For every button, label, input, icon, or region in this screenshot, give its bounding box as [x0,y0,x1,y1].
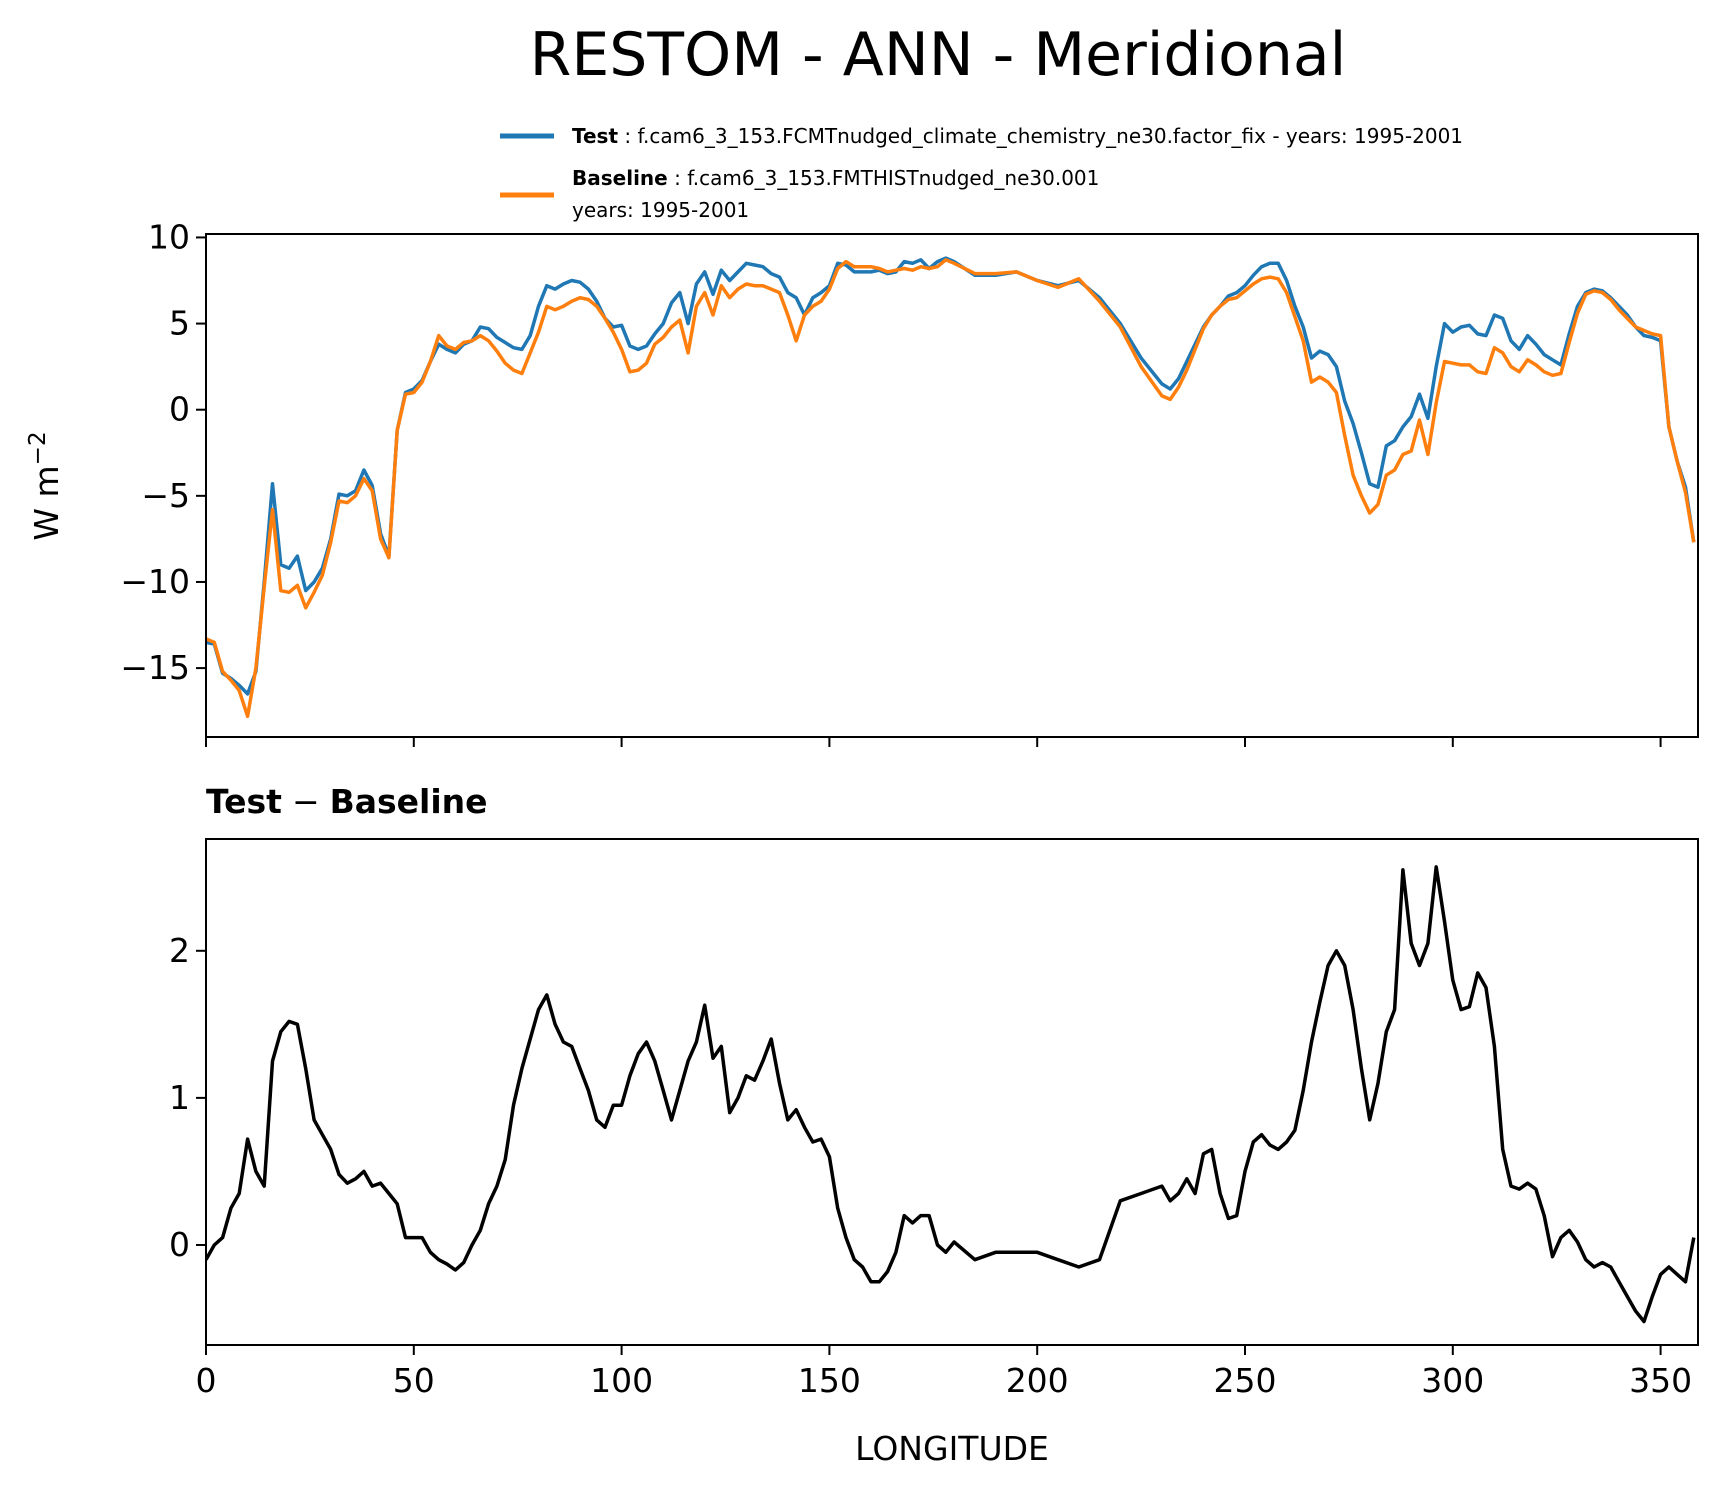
bottom-ytick-label: 2 [169,931,190,970]
legend-test-name: Test [572,124,618,148]
xtick-label: 350 [1629,1361,1692,1400]
top-ytick-label: −10 [120,562,190,601]
legend-test-text: f.cam6_3_153.FCMTnudged_climate_chemistr… [637,124,1463,148]
xtick-label: 250 [1213,1361,1276,1400]
bottom-panel-subtitle: Test − Baseline [206,782,488,821]
legend-entry-baseline: Baseline : f.cam6_3_153.FMTHISTnudged_ne… [572,166,1099,190]
y-axis-label-exponent: −2 [25,431,51,465]
legend-baseline-text: f.cam6_3_153.FMTHISTnudged_ne30.001 [687,166,1099,190]
bottom-ytick-label: 0 [169,1225,190,1264]
y-axis-label-base: W m [27,465,66,540]
xtick-label: 0 [196,1361,217,1400]
bottom-panel-frame [205,838,1699,1346]
series-line-baseline [206,258,1696,719]
top-ytick-label: −15 [120,648,190,687]
legend-baseline-sep: : [668,166,687,190]
legend: Test : f.cam6_3_153.FCMTnudged_climate_c… [500,124,1463,222]
top-ytick-label: 10 [148,217,190,256]
top-panel: 10 5 0 −5 −10 −15 W m−2 [25,217,1699,747]
legend-baseline-years: years: 1995-2001 [572,198,749,222]
top-ytick-label: 5 [169,304,190,343]
x-axis-label: LONGITUDE [855,1429,1049,1468]
subtitle-minus: − [292,782,320,821]
subtitle-test: Test [206,782,282,821]
top-ytick-label: 0 [169,390,190,429]
xtick-label: 300 [1421,1361,1484,1400]
legend-entry-test: Test : f.cam6_3_153.FCMTnudged_climate_c… [572,124,1463,148]
y-axis-label: W m−2 [25,431,66,540]
top-panel-ticks: 10 5 0 −5 −10 −15 [120,217,1662,747]
subtitle-baseline: Baseline [330,782,488,821]
top-ytick-label: −5 [141,476,190,515]
xtick-label: 150 [798,1361,861,1400]
series-line-difference [206,865,1696,1324]
xtick-label: 50 [393,1361,435,1400]
legend-test-sep: : [618,124,637,148]
xtick-label: 100 [590,1361,653,1400]
chart-title: RESTOM - ANN - Meridional [530,20,1347,90]
bottom-ytick-label: 1 [169,1078,190,1117]
top-panel-frame [205,233,1699,738]
legend-baseline-name: Baseline [572,166,668,190]
xtick-label: 200 [1006,1361,1069,1400]
